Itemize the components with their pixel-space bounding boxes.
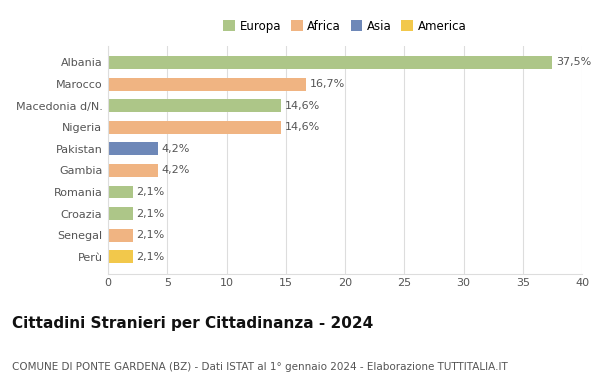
Text: 4,2%: 4,2% — [161, 165, 190, 176]
Text: 2,1%: 2,1% — [136, 187, 164, 197]
Text: 37,5%: 37,5% — [556, 57, 591, 67]
Bar — [108, 121, 281, 134]
Bar — [108, 250, 133, 263]
Bar — [108, 142, 158, 155]
Text: 4,2%: 4,2% — [161, 144, 190, 154]
Text: 14,6%: 14,6% — [284, 101, 320, 111]
Bar — [108, 99, 281, 112]
Text: 2,1%: 2,1% — [136, 230, 164, 240]
Bar — [108, 229, 133, 242]
Text: 14,6%: 14,6% — [284, 122, 320, 132]
Text: 16,7%: 16,7% — [310, 79, 345, 89]
Bar — [108, 78, 306, 90]
Bar — [108, 56, 553, 69]
Legend: Europa, Africa, Asia, America: Europa, Africa, Asia, America — [221, 17, 469, 35]
Bar — [108, 185, 133, 198]
Text: COMUNE DI PONTE GARDENA (BZ) - Dati ISTAT al 1° gennaio 2024 - Elaborazione TUTT: COMUNE DI PONTE GARDENA (BZ) - Dati ISTA… — [12, 363, 508, 372]
Text: 2,1%: 2,1% — [136, 209, 164, 218]
Bar — [108, 164, 158, 177]
Text: Cittadini Stranieri per Cittadinanza - 2024: Cittadini Stranieri per Cittadinanza - 2… — [12, 316, 373, 331]
Bar — [108, 207, 133, 220]
Text: 2,1%: 2,1% — [136, 252, 164, 262]
